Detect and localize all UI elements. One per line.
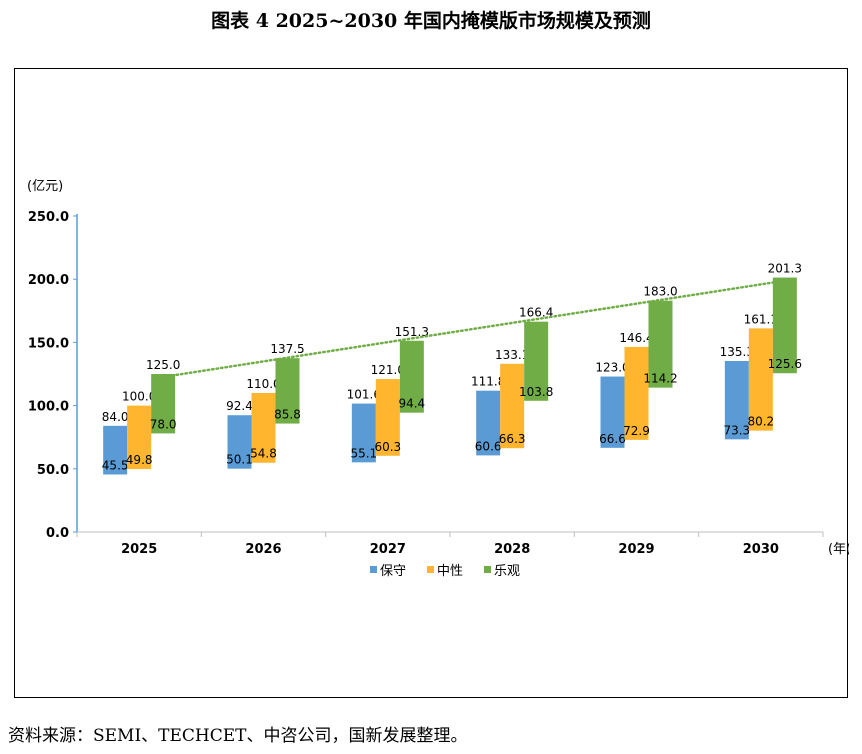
- x-tick-label: 2028: [494, 542, 530, 557]
- data-label-low: 80.2: [747, 415, 774, 429]
- x-tick-label: 2025: [121, 542, 157, 557]
- data-label-low: 73.3: [723, 423, 750, 437]
- x-tick-label: 2029: [618, 542, 654, 557]
- bar-乐观: [399, 340, 424, 413]
- data-label-low: 78.0: [150, 417, 177, 431]
- data-label-low: 60.3: [374, 440, 401, 454]
- bar-保守: [103, 425, 128, 475]
- data-label-high: 183.0: [643, 285, 677, 299]
- data-label-high: 135.3: [720, 345, 754, 359]
- x-tick-label: 2027: [370, 542, 406, 557]
- bar-乐观: [275, 358, 300, 424]
- y-tick-label: 50.0: [37, 463, 69, 478]
- data-label-low: 72.9: [623, 424, 650, 438]
- bar-中性: [251, 392, 276, 463]
- bar-中性: [748, 328, 773, 431]
- data-label-low: 103.8: [519, 385, 553, 399]
- bar-保守: [351, 403, 376, 463]
- chart-svg: (亿元) 0.0 50.0 100.0 150.0 200.0 250.0 2025 2026 2…: [27, 179, 849, 579]
- bar-保守: [476, 390, 501, 456]
- data-label-high: 123.0: [595, 361, 629, 375]
- data-label-low: 94.4: [398, 397, 425, 411]
- y-tick-label: 200.0: [28, 273, 69, 288]
- bar-中性: [375, 379, 400, 456]
- data-label-high: 92.4: [226, 399, 253, 413]
- bar-乐观: [524, 321, 549, 401]
- data-label-low: 49.8: [126, 453, 153, 467]
- data-label-high: 146.4: [619, 331, 653, 345]
- data-label-low: 66.3: [499, 432, 526, 446]
- data-label-high: 201.3: [768, 262, 802, 276]
- y-tick-label: 250.0: [28, 210, 69, 225]
- data-label-high: 125.0: [146, 358, 180, 372]
- data-label-high: 133.1: [495, 348, 529, 362]
- legend-label: 乐观: [494, 564, 520, 579]
- data-label-high: 161.1: [744, 312, 778, 326]
- data-label-high: 84.0: [102, 410, 129, 424]
- y-axis-unit-label: (亿元): [27, 179, 63, 194]
- y-tick-label: 100.0: [28, 400, 69, 415]
- data-label-high: 101.6: [347, 388, 381, 402]
- source-note: 资料来源：SEMI、TECHCET、中咨公司，国新发展整理。: [8, 726, 468, 746]
- x-tick-label: 2026: [245, 542, 281, 557]
- legend-swatch-保守: [370, 566, 377, 573]
- bar-中性: [127, 405, 152, 470]
- bar-乐观: [648, 300, 673, 388]
- bar-乐观: [772, 277, 797, 374]
- data-label-low: 54.8: [250, 447, 277, 461]
- legend-label: 保守: [380, 564, 406, 579]
- data-label-low: 114.2: [643, 372, 677, 386]
- data-label-low: 45.5: [102, 458, 129, 472]
- legend-swatch-乐观: [484, 566, 491, 573]
- chart-frame: (亿元) 0.0 50.0 100.0 150.0 200.0 250.0 2025 2026 2…: [14, 68, 849, 698]
- data-label-high: 137.5: [270, 342, 304, 356]
- bar-乐观: [151, 374, 176, 434]
- y-tick-label: 0.0: [46, 526, 69, 541]
- bar-中性: [624, 346, 649, 440]
- data-label-low: 66.6: [599, 432, 626, 446]
- trendline-optimistic: [161, 279, 787, 379]
- data-label-low: 85.8: [274, 408, 301, 422]
- x-axis-unit-label: (年): [828, 542, 849, 557]
- data-label-high: 111.8: [471, 375, 505, 389]
- y-tick-label: 150.0: [28, 336, 69, 351]
- data-label-high: 151.3: [395, 325, 429, 339]
- x-tick-label: 2030: [743, 542, 779, 557]
- bar-保守: [600, 376, 625, 448]
- legend-swatch-中性: [427, 566, 434, 573]
- data-label-low: 125.6: [768, 357, 802, 371]
- data-label-high: 110.0: [246, 377, 280, 391]
- data-label-high: 121.0: [371, 363, 405, 377]
- data-label-low: 55.1: [350, 446, 377, 460]
- page-title: 图表 4 2025~2030 年国内掩模版市场规模及预测: [211, 10, 651, 32]
- bar-保守: [724, 360, 749, 440]
- legend-label: 中性: [437, 564, 463, 579]
- bar-中性: [500, 363, 525, 449]
- data-label-high: 166.4: [519, 306, 553, 320]
- data-label-high: 100.0: [122, 390, 156, 404]
- data-label-low: 50.1: [226, 453, 253, 467]
- data-label-low: 60.6: [475, 439, 502, 453]
- bar-保守: [227, 415, 252, 469]
